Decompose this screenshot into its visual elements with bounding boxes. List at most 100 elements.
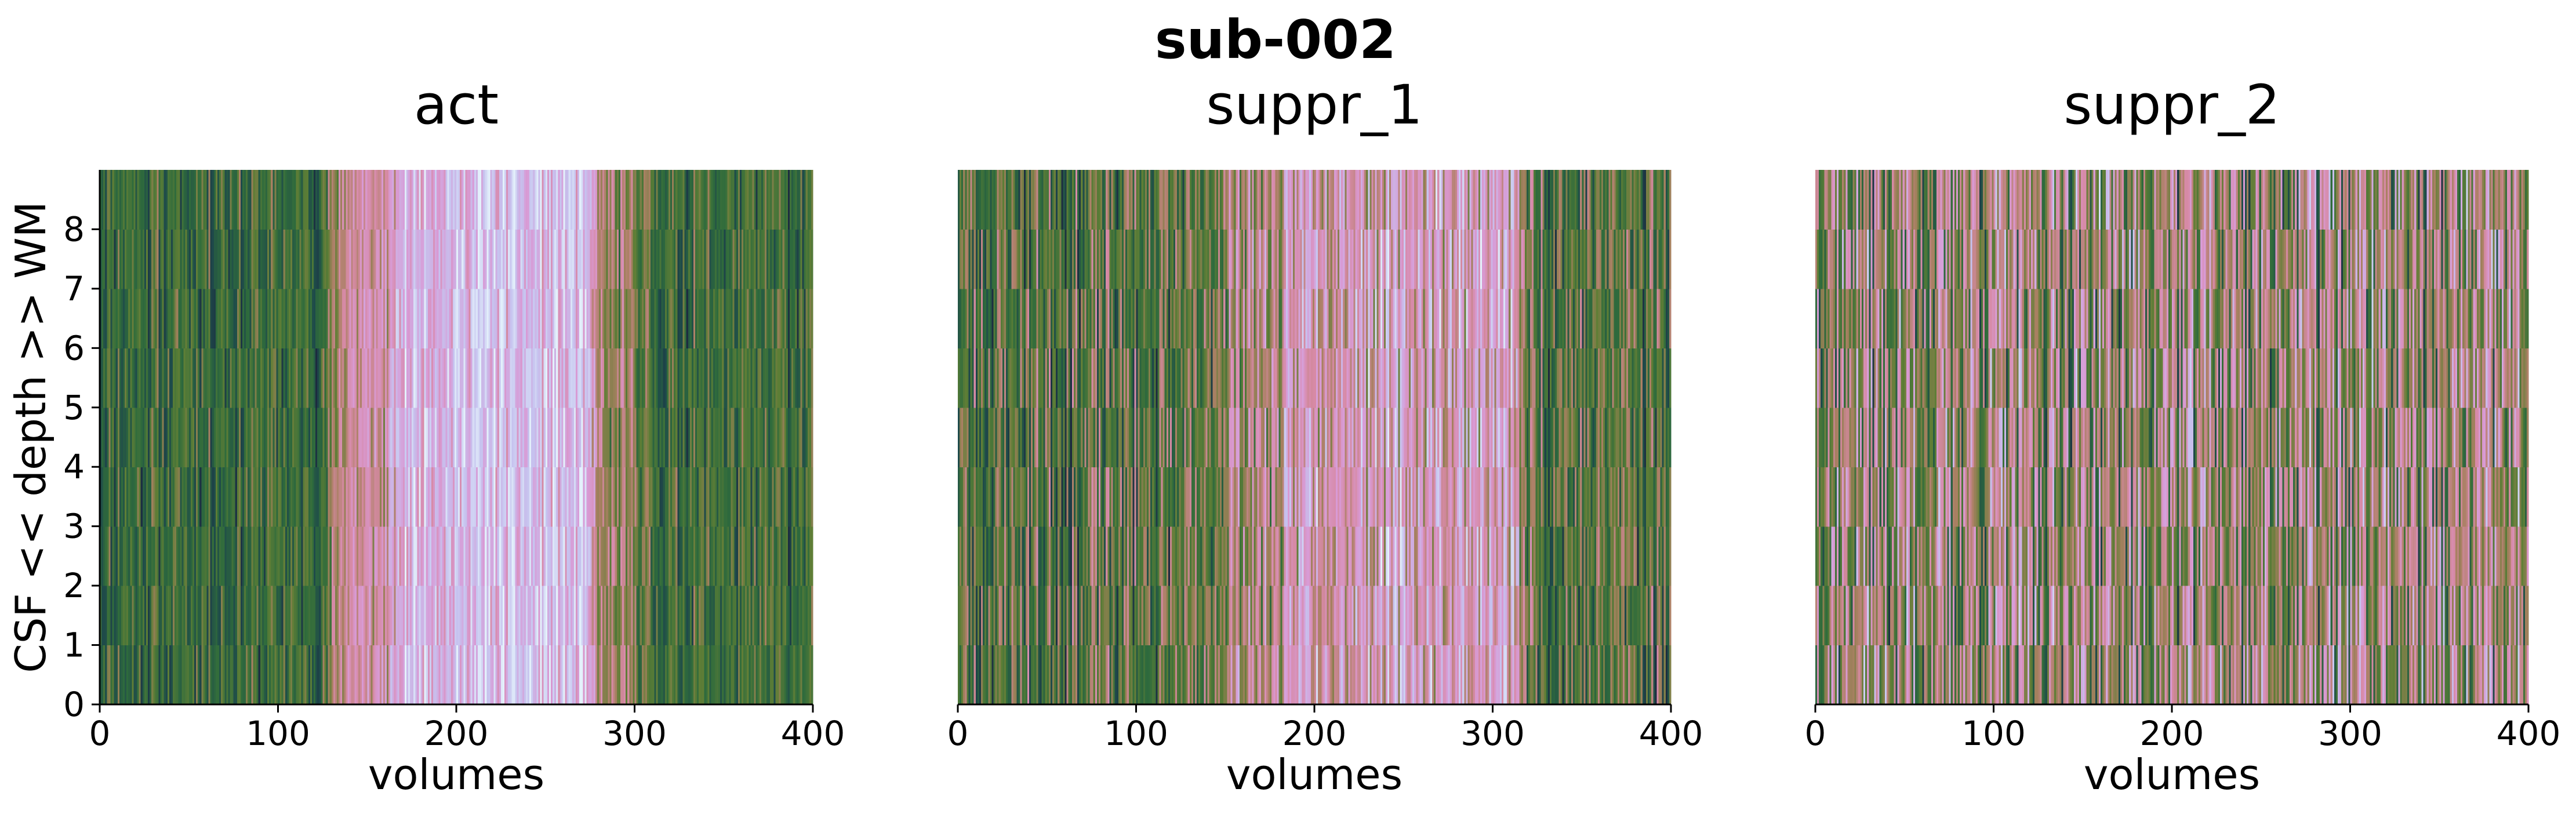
heatmap-cell bbox=[770, 467, 772, 527]
heatmap-cell bbox=[372, 526, 375, 586]
heatmap-cell bbox=[761, 348, 764, 408]
heatmap-cell bbox=[517, 467, 519, 527]
heatmap-cell bbox=[599, 407, 601, 467]
heatmap-cell bbox=[401, 467, 404, 527]
heatmap-cell bbox=[497, 288, 500, 348]
heatmap-cell bbox=[176, 467, 179, 527]
heatmap-cell bbox=[420, 645, 423, 705]
heatmap-cell bbox=[185, 288, 188, 348]
heatmap-cell bbox=[563, 526, 566, 586]
heatmap-cell bbox=[458, 467, 460, 527]
heatmap-cell bbox=[640, 407, 642, 467]
heatmap-cell bbox=[770, 526, 772, 586]
heatmap-cell bbox=[700, 467, 703, 527]
heatmap-cell bbox=[183, 467, 186, 527]
heatmap-cell bbox=[666, 407, 669, 467]
heatmap-cell bbox=[513, 288, 516, 348]
heatmap-cell bbox=[248, 467, 250, 527]
heatmap-cell bbox=[160, 645, 163, 705]
heatmap-cell bbox=[294, 467, 296, 527]
heatmap-cell bbox=[126, 348, 129, 408]
heatmap-cell bbox=[188, 348, 191, 408]
heatmap-cell bbox=[424, 288, 427, 348]
heatmap-cell bbox=[477, 288, 480, 348]
heatmap-cell bbox=[276, 645, 279, 705]
heatmap-cell bbox=[666, 526, 669, 586]
heatmap-cell bbox=[435, 586, 437, 646]
heatmap-cell bbox=[731, 645, 733, 705]
heatmap-cell bbox=[354, 526, 357, 586]
heatmap-cell bbox=[388, 645, 391, 705]
heatmap-cell bbox=[244, 645, 246, 705]
heatmap-cell bbox=[303, 467, 306, 527]
heatmap-cell bbox=[782, 407, 785, 467]
heatmap-cell bbox=[326, 645, 329, 705]
heatmap-cell bbox=[235, 288, 238, 348]
y-tick-label: 5 bbox=[63, 388, 85, 427]
heatmap-cell bbox=[233, 645, 236, 705]
heatmap-cell bbox=[450, 407, 453, 467]
heatmap-cell bbox=[486, 526, 489, 586]
heatmap-cell bbox=[729, 407, 732, 467]
heatmap-cell bbox=[349, 645, 352, 705]
heatmap-cell bbox=[422, 526, 425, 586]
heatmap-cell bbox=[206, 288, 209, 348]
heatmap-cell bbox=[686, 645, 689, 705]
heatmap-cell bbox=[387, 467, 389, 527]
heatmap-cell bbox=[240, 407, 243, 467]
heatmap-cell bbox=[155, 348, 157, 408]
heatmap-cell bbox=[533, 586, 535, 646]
heatmap-cell bbox=[230, 348, 232, 408]
heatmap-cell bbox=[144, 586, 147, 646]
heatmap-cell bbox=[426, 526, 428, 586]
heatmap-cell bbox=[376, 348, 379, 408]
heatmap-cell bbox=[762, 467, 765, 527]
heatmap-cell bbox=[175, 467, 177, 527]
heatmap-cell bbox=[369, 288, 372, 348]
heatmap-cell bbox=[198, 288, 200, 348]
heatmap-cell bbox=[238, 586, 241, 646]
heatmap-cell bbox=[349, 288, 352, 348]
heatmap-cell bbox=[194, 586, 197, 646]
heatmap-cell bbox=[223, 467, 225, 527]
heatmap-cell bbox=[215, 586, 218, 646]
heatmap-cell bbox=[426, 586, 428, 646]
heatmap-cell bbox=[520, 586, 523, 646]
heatmap-cell bbox=[296, 407, 298, 467]
heatmap-cell bbox=[144, 467, 147, 527]
heatmap-cell bbox=[395, 467, 398, 527]
heatmap-cell bbox=[447, 288, 450, 348]
heatmap-cell bbox=[263, 645, 266, 705]
heatmap-cell bbox=[278, 348, 281, 408]
heatmap-cell bbox=[165, 645, 168, 705]
heatmap-cell bbox=[706, 288, 709, 348]
heatmap-cell bbox=[339, 526, 341, 586]
heatmap-cell bbox=[624, 348, 626, 408]
heatmap-cell bbox=[454, 526, 457, 586]
heatmap-cell bbox=[583, 645, 586, 705]
heatmap-cell bbox=[454, 348, 457, 408]
heatmap-cell bbox=[531, 348, 533, 408]
heatmap-cell bbox=[559, 407, 562, 467]
heatmap-cell bbox=[736, 288, 739, 348]
heatmap-cell bbox=[146, 645, 148, 705]
heatmap-cell bbox=[226, 467, 229, 527]
heatmap-cell bbox=[265, 586, 268, 646]
heatmap-cell bbox=[176, 645, 179, 705]
heatmap-cell bbox=[274, 348, 277, 408]
heatmap-cell bbox=[543, 467, 546, 527]
heatmap-cell bbox=[364, 467, 366, 527]
heatmap-cell bbox=[419, 348, 422, 408]
heatmap-cell bbox=[115, 526, 118, 586]
heatmap-cell bbox=[572, 467, 575, 527]
heatmap-cell bbox=[308, 645, 311, 705]
heatmap-cell bbox=[162, 467, 165, 527]
heatmap-cell bbox=[190, 645, 193, 705]
heatmap-cell bbox=[406, 288, 409, 348]
heatmap-cell bbox=[711, 645, 714, 705]
heatmap-cell bbox=[321, 288, 323, 348]
heatmap-cell bbox=[180, 407, 183, 467]
heatmap-cell bbox=[462, 348, 464, 408]
heatmap-cell bbox=[462, 645, 464, 705]
heatmap-cell bbox=[114, 526, 117, 586]
